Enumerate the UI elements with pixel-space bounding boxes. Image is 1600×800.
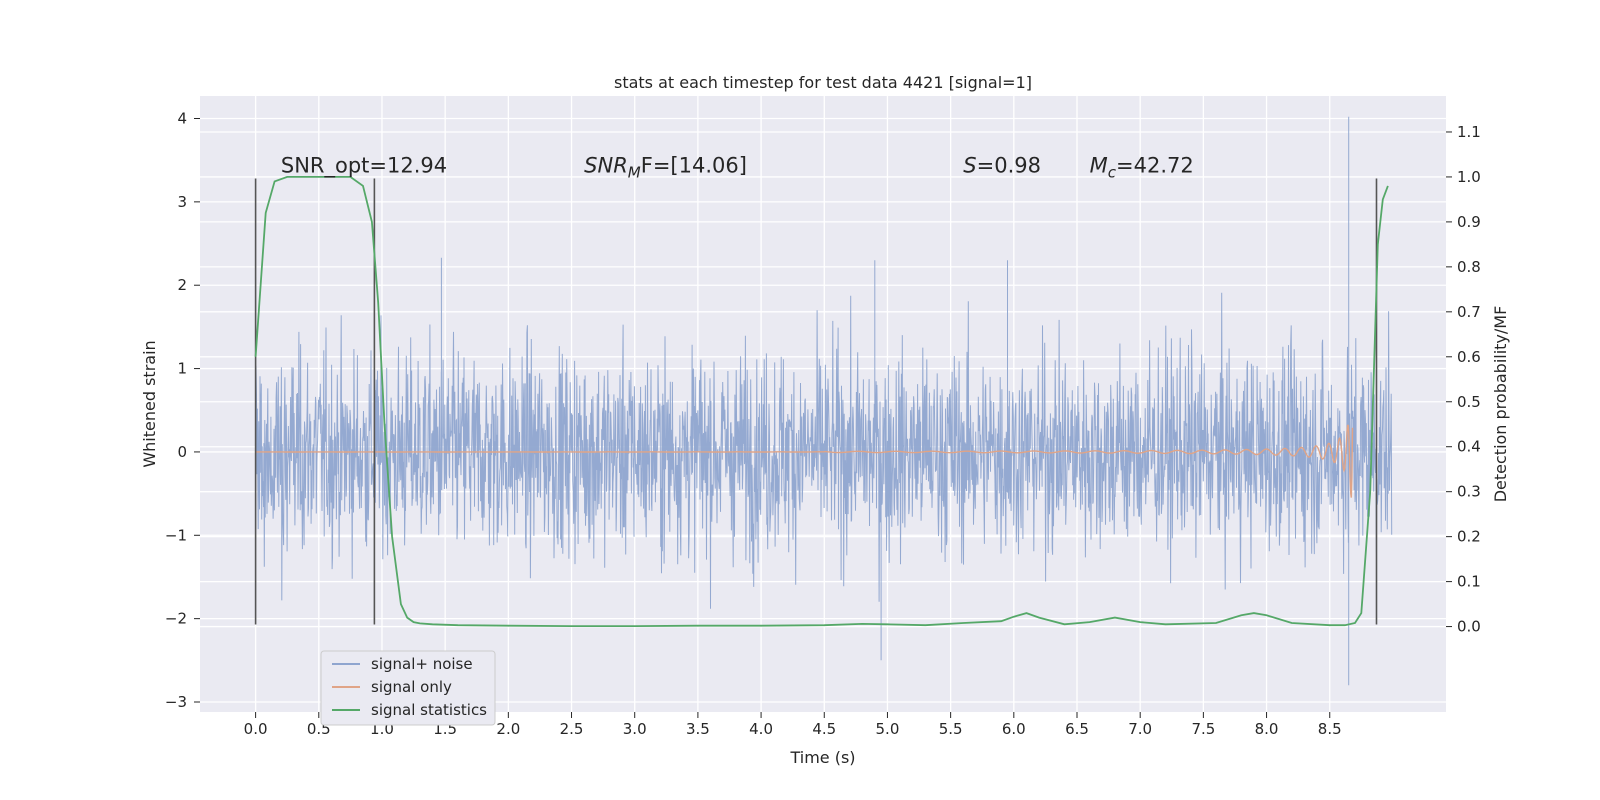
annotation: SNR_opt=12.94 — [281, 154, 447, 179]
y2-axis-ticks: 1.1 1.0 0.9 0.8 0.7 0.6 0.5 0.4 0.3 0.2 0.1 0.0 — [1446, 123, 1481, 636]
legend-label-signal-statistics: signal statistics — [371, 701, 487, 719]
chart-title: stats at each timestep for test data 442… — [614, 73, 1032, 92]
x-tick-label: 7.5 — [1191, 720, 1215, 738]
series-signal-only — [255, 424, 1354, 498]
legend: signal+ noise signal only signal statist… — [320, 650, 496, 726]
y2-tick-label: 0.4 — [1457, 438, 1481, 456]
x-tick-label: 2.5 — [560, 720, 584, 738]
annotation-math: M — [1090, 154, 1108, 178]
y2-tick-label: 0.1 — [1457, 573, 1481, 591]
y-tick-label: 4 — [177, 110, 187, 128]
y2-tick-label: 0.3 — [1457, 483, 1481, 501]
x-tick-label: 7.0 — [1128, 720, 1152, 738]
annotation-subscript: c — [1108, 164, 1117, 182]
x-tick-label: 2.0 — [496, 720, 520, 738]
signal-only-line — [255, 424, 1354, 498]
x-tick-label: 5.0 — [876, 720, 900, 738]
x-tick-label: 6.5 — [1065, 720, 1089, 738]
y-axis-ticks: 4 3 2 1 0 −1 −2 −3 — [165, 110, 200, 711]
annotation-math: S — [963, 154, 976, 178]
y-tick-label: 2 — [177, 276, 187, 294]
signal-statistics-line — [254, 176, 1389, 627]
annotation-value: =0.98 — [977, 154, 1041, 178]
annotation-value: F=[14.06] — [641, 154, 747, 178]
y-axis-label: Whitened strain — [140, 340, 159, 467]
annotation-value: =42.72 — [1116, 154, 1194, 178]
annotation: SNRMF=[14.06] — [584, 154, 747, 182]
y2-tick-label: 0.7 — [1457, 303, 1481, 321]
y2-tick-label: 0.2 — [1457, 528, 1481, 546]
y-tick-label: −1 — [165, 526, 187, 544]
y2-tick-label: 1.1 — [1457, 123, 1481, 141]
y-tick-label: 3 — [177, 193, 187, 211]
x-axis-label: Time (s) — [789, 748, 855, 767]
y2-tick-label: 1.0 — [1457, 168, 1481, 186]
annotation-math: SNR — [584, 154, 628, 178]
x-tick-label: 8.0 — [1255, 720, 1279, 738]
x-axis-ticks: 0.0 0.5 1.0 1.5 2.0 2.5 3.0 3.5 4.0 4.5 5.0 5.5 6.0 6… — [244, 712, 1342, 738]
x-tick-label: 3.5 — [686, 720, 710, 738]
y2-tick-label: 0.0 — [1457, 618, 1481, 636]
y-tick-label: −3 — [165, 693, 187, 711]
annotation: Mc=42.72 — [1090, 154, 1194, 182]
annotation: S=0.98 — [963, 154, 1041, 178]
y-tick-label: 0 — [177, 443, 187, 461]
legend-label-signal-noise: signal+ noise — [371, 655, 473, 673]
x-tick-label: 6.0 — [1002, 720, 1026, 738]
legend-label-signal-only: signal only — [371, 678, 452, 696]
y2-tick-label: 0.9 — [1457, 213, 1481, 231]
x-tick-label: 4.0 — [749, 720, 773, 738]
annotations: SNR_opt=12.94 SNRMF=[14.06] S=0.98 Mc=42.72 — [281, 154, 1194, 182]
legend-box — [320, 650, 496, 726]
series-signal-statistics — [254, 176, 1389, 627]
x-tick-label: 4.5 — [812, 720, 836, 738]
x-tick-label: 0.0 — [244, 720, 268, 738]
y2-tick-label: 0.6 — [1457, 348, 1481, 366]
x-tick-label: 5.5 — [939, 720, 963, 738]
y2-tick-label: 0.5 — [1457, 393, 1481, 411]
y2-tick-label: 0.8 — [1457, 258, 1481, 276]
y2-axis-label: Detection probability/MF — [1491, 306, 1510, 503]
x-tick-label: 8.5 — [1318, 720, 1342, 738]
annotation-subscript: M — [628, 164, 641, 182]
x-tick-label: 3.0 — [623, 720, 647, 738]
y-tick-label: 1 — [177, 360, 187, 378]
y-tick-label: −2 — [165, 610, 187, 628]
